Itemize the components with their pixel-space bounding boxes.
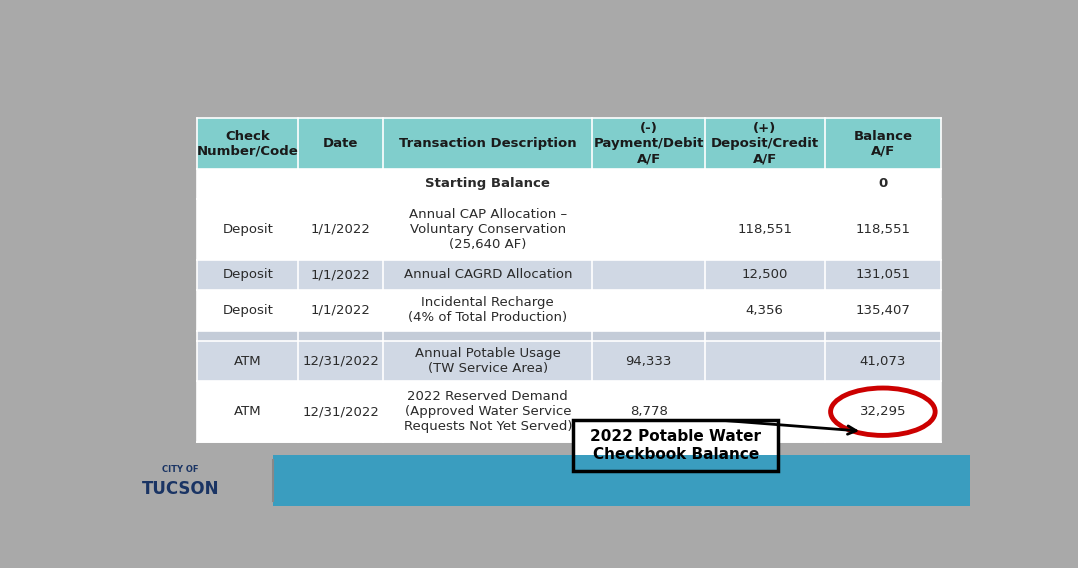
Text: 2022 Potable Water
Checkbook Balance: 2022 Potable Water Checkbook Balance: [590, 429, 761, 462]
Text: 12,500: 12,500: [742, 269, 788, 282]
Text: Annual CAP Allocation –
Voluntary Conservation
(25,640 AF): Annual CAP Allocation – Voluntary Conser…: [409, 208, 567, 251]
Text: 2022 Reserved Demand
(Approved Water Service
Requests Not Yet Served): 2022 Reserved Demand (Approved Water Ser…: [403, 390, 572, 433]
Text: Deposit: Deposit: [222, 269, 273, 282]
Text: TUCSON: TUCSON: [142, 481, 220, 499]
Text: Date: Date: [323, 137, 358, 150]
Text: 118,551: 118,551: [855, 223, 910, 236]
Text: 1/1/2022: 1/1/2022: [310, 223, 371, 236]
FancyBboxPatch shape: [197, 331, 941, 341]
Text: TUCSON
WATER: TUCSON WATER: [340, 465, 395, 494]
FancyBboxPatch shape: [197, 381, 941, 442]
Text: CITY OF: CITY OF: [163, 465, 199, 474]
Text: (+)
Deposit/Credit
A/F: (+) Deposit/Credit A/F: [710, 122, 819, 165]
Text: Starting Balance: Starting Balance: [426, 177, 550, 190]
Text: Incidental Recharge
(4% of Total Production): Incidental Recharge (4% of Total Product…: [409, 296, 567, 324]
FancyBboxPatch shape: [573, 420, 778, 470]
Text: Annual CAGRD Allocation: Annual CAGRD Allocation: [403, 269, 572, 282]
Text: 135,407: 135,407: [856, 304, 910, 317]
FancyBboxPatch shape: [197, 199, 941, 260]
Text: 8,778: 8,778: [630, 405, 667, 418]
Text: 32,295: 32,295: [859, 405, 907, 418]
Text: (-)
Payment/Debit
A/F: (-) Payment/Debit A/F: [593, 122, 704, 165]
Text: 4,356: 4,356: [746, 304, 784, 317]
FancyBboxPatch shape: [197, 260, 941, 290]
FancyBboxPatch shape: [197, 341, 941, 381]
Text: ATM: ATM: [234, 405, 262, 418]
Text: Transaction Description: Transaction Description: [399, 137, 577, 150]
Text: 1/1/2022: 1/1/2022: [310, 304, 371, 317]
Text: 1/1/2022: 1/1/2022: [310, 269, 371, 282]
Text: Deposit: Deposit: [222, 304, 273, 317]
Text: 12/31/2022: 12/31/2022: [302, 405, 379, 418]
Text: 12/31/2022: 12/31/2022: [302, 354, 379, 367]
FancyBboxPatch shape: [197, 119, 941, 169]
Text: Annual Potable Usage
(TW Service Area): Annual Potable Usage (TW Service Area): [415, 347, 561, 375]
Text: ATM: ATM: [234, 354, 262, 367]
Text: 0: 0: [879, 177, 887, 190]
Text: 131,051: 131,051: [855, 269, 910, 282]
Text: Deposit: Deposit: [222, 223, 273, 236]
Text: Check
Number/Code: Check Number/Code: [197, 130, 299, 157]
Text: 41,073: 41,073: [859, 354, 906, 367]
Text: 94,333: 94,333: [625, 354, 672, 367]
Text: 118,551: 118,551: [737, 223, 792, 236]
FancyBboxPatch shape: [197, 169, 941, 199]
Text: Balance
A/F: Balance A/F: [854, 130, 912, 157]
FancyBboxPatch shape: [135, 455, 273, 506]
FancyBboxPatch shape: [197, 290, 941, 331]
FancyBboxPatch shape: [135, 455, 970, 506]
